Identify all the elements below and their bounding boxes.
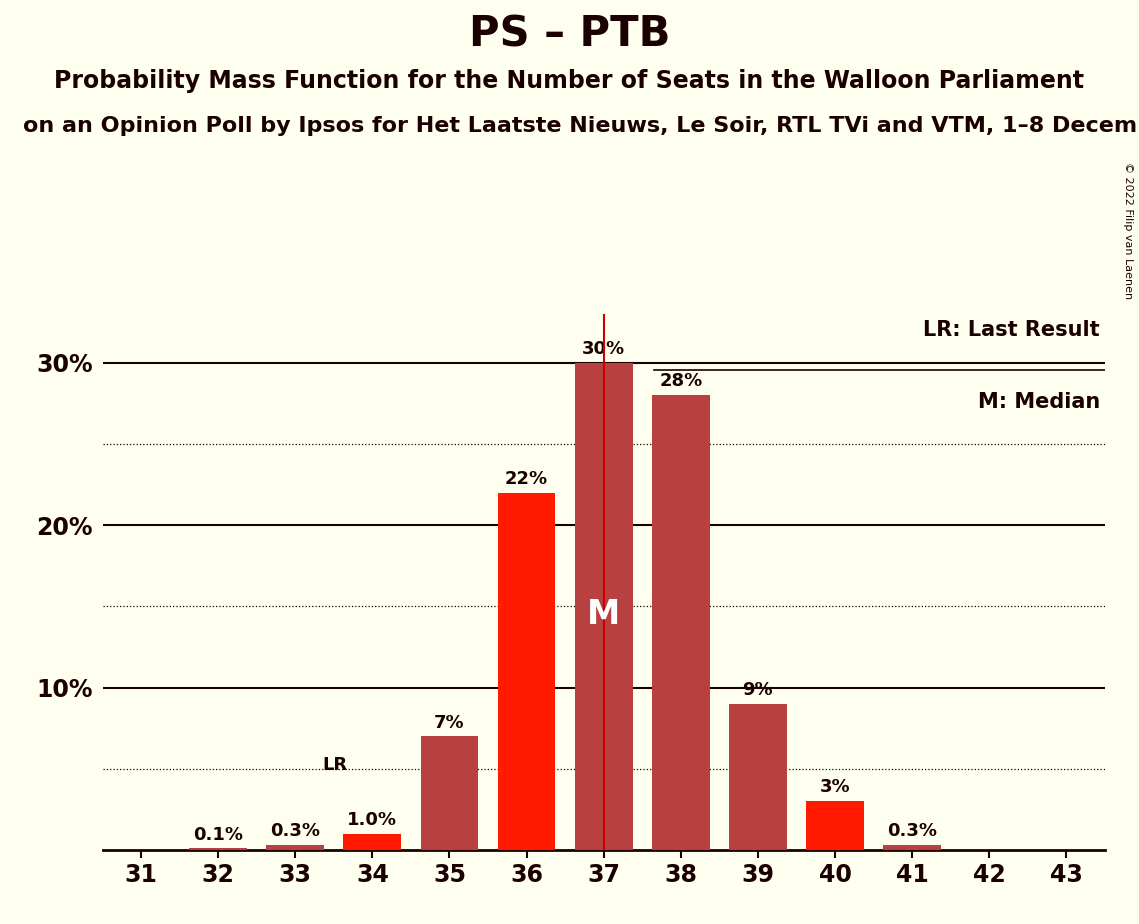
Bar <box>729 704 787 850</box>
Text: PS – PTB: PS – PTB <box>469 14 670 55</box>
Bar <box>344 833 401 850</box>
Bar <box>498 492 556 850</box>
Text: on an Opinion Poll by Ipsos for Het Laatste Nieuws, Le Soir, RTL TVi and VTM, 1–: on an Opinion Poll by Ipsos for Het Laat… <box>23 116 1139 136</box>
Bar <box>575 363 632 850</box>
Text: Probability Mass Function for the Number of Seats in the Walloon Parliament: Probability Mass Function for the Number… <box>55 69 1084 93</box>
Bar <box>883 845 941 850</box>
Text: 28%: 28% <box>659 372 703 391</box>
Bar <box>267 845 325 850</box>
Text: 0.1%: 0.1% <box>194 825 243 844</box>
Text: LR: Last Result: LR: Last Result <box>924 320 1100 339</box>
Bar <box>189 848 247 850</box>
Text: M: Median: M: Median <box>977 392 1100 412</box>
Bar <box>420 736 478 850</box>
Text: © 2022 Filip van Laenen: © 2022 Filip van Laenen <box>1123 163 1133 299</box>
Text: 0.3%: 0.3% <box>887 822 937 840</box>
Text: 1.0%: 1.0% <box>347 811 398 829</box>
Text: 0.3%: 0.3% <box>270 822 320 840</box>
Text: M: M <box>587 598 621 631</box>
Text: 7%: 7% <box>434 713 465 732</box>
Text: LR: LR <box>322 756 347 773</box>
Bar <box>652 395 710 850</box>
Bar <box>806 801 863 850</box>
Text: 9%: 9% <box>743 681 773 699</box>
Text: 22%: 22% <box>505 470 548 488</box>
Text: 3%: 3% <box>820 779 851 796</box>
Text: 30%: 30% <box>582 340 625 358</box>
